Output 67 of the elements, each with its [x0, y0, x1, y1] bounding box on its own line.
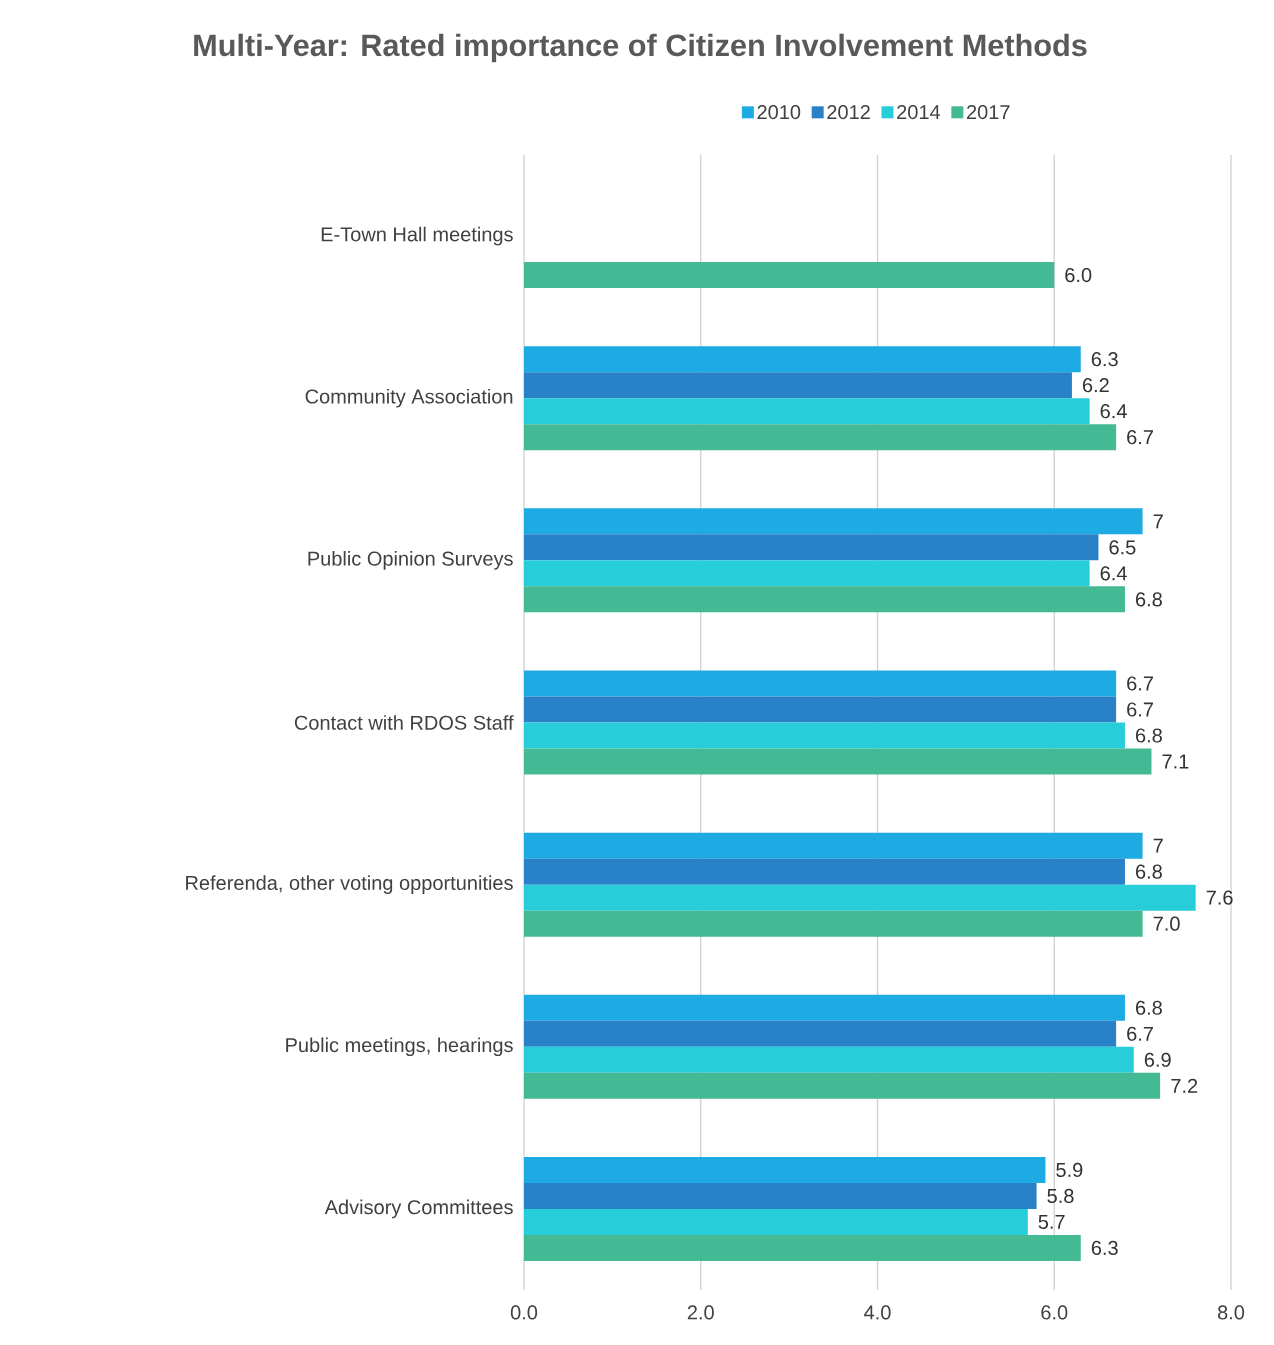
bar — [524, 670, 1117, 697]
data-label: 7.2 — [1171, 1078, 1198, 1093]
data-label: 5.9 — [1056, 1162, 1083, 1177]
bar — [524, 910, 1143, 937]
bar — [524, 1020, 1117, 1047]
legend-label: 2017 — [967, 105, 1010, 120]
data-label: 7 — [1153, 838, 1163, 853]
x-tick-label: 2.0 — [687, 1305, 714, 1320]
bar — [524, 1046, 1134, 1073]
bar — [524, 424, 1117, 451]
data-label: 7.6 — [1206, 890, 1233, 905]
bar — [524, 722, 1125, 749]
bar — [524, 534, 1099, 561]
bar — [524, 346, 1081, 373]
data-label: 6.2 — [1083, 378, 1109, 393]
data-label: 6.7 — [1127, 702, 1153, 717]
data-label: 5.8 — [1047, 1188, 1074, 1203]
data-label: 6.3 — [1091, 352, 1118, 367]
x-tick-label: 6.0 — [1041, 1305, 1068, 1320]
bar — [524, 832, 1143, 859]
data-label: 7.0 — [1153, 916, 1180, 931]
bar — [524, 1208, 1028, 1235]
y-tick-label: Contact with RDOS Staff — [294, 715, 514, 730]
bar — [524, 586, 1125, 613]
y-tick-label: Public meetings, hearings — [286, 1037, 513, 1057]
y-tick-label: Advisory Committees — [324, 1199, 513, 1219]
bar — [524, 696, 1117, 723]
legend-label: 2014 — [897, 105, 941, 120]
bar — [524, 1234, 1081, 1261]
bar — [524, 560, 1090, 587]
bar — [524, 994, 1125, 1021]
data-label: 6.8 — [1136, 1000, 1162, 1015]
data-label: 6.7 — [1127, 430, 1153, 445]
bar — [524, 372, 1072, 399]
data-label: 6.3 — [1091, 1240, 1118, 1255]
data-label: 7 — [1153, 514, 1163, 529]
x-tick-label: 8.0 — [1217, 1305, 1245, 1320]
bar — [524, 1156, 1046, 1183]
bar — [524, 884, 1196, 911]
data-label: 6.4 — [1100, 404, 1127, 419]
data-label: 6.0 — [1065, 267, 1092, 283]
bar — [524, 1182, 1037, 1209]
bar — [524, 262, 1055, 289]
y-tick-label: Community Association — [305, 388, 513, 408]
y-tick-label: Public Opinion Surveys — [308, 551, 513, 570]
y-tick-label: Referenda, other voting opportunities — [186, 875, 513, 894]
data-label: 6.8 — [1136, 592, 1162, 607]
data-label: 6.4 — [1100, 566, 1127, 581]
legend-label: 2010 — [757, 105, 801, 120]
chart-title: Multi-Year: Rated importance of Citizen Involvement Methods — [194, 33, 1087, 63]
data-label: 5.7 — [1038, 1214, 1065, 1229]
legend-label: 2012 — [827, 105, 870, 120]
data-label: 6.7 — [1127, 1026, 1153, 1041]
data-label: 6.9 — [1144, 1052, 1171, 1067]
data-label: 7.1 — [1162, 754, 1189, 769]
x-tick-label: 4.0 — [864, 1305, 891, 1320]
bar — [524, 508, 1143, 535]
y-tick-label: E-Town Hall meetings — [321, 226, 513, 246]
x-tick-label: 0.0 — [510, 1305, 538, 1320]
data-label: 6.8 — [1136, 728, 1162, 743]
data-label: 6.7 — [1127, 676, 1153, 691]
bar — [524, 1072, 1161, 1099]
data-label: 6.8 — [1136, 864, 1162, 879]
bar — [524, 858, 1125, 885]
bar — [524, 398, 1090, 425]
bar — [524, 748, 1152, 775]
data-label: 6.5 — [1109, 540, 1136, 555]
